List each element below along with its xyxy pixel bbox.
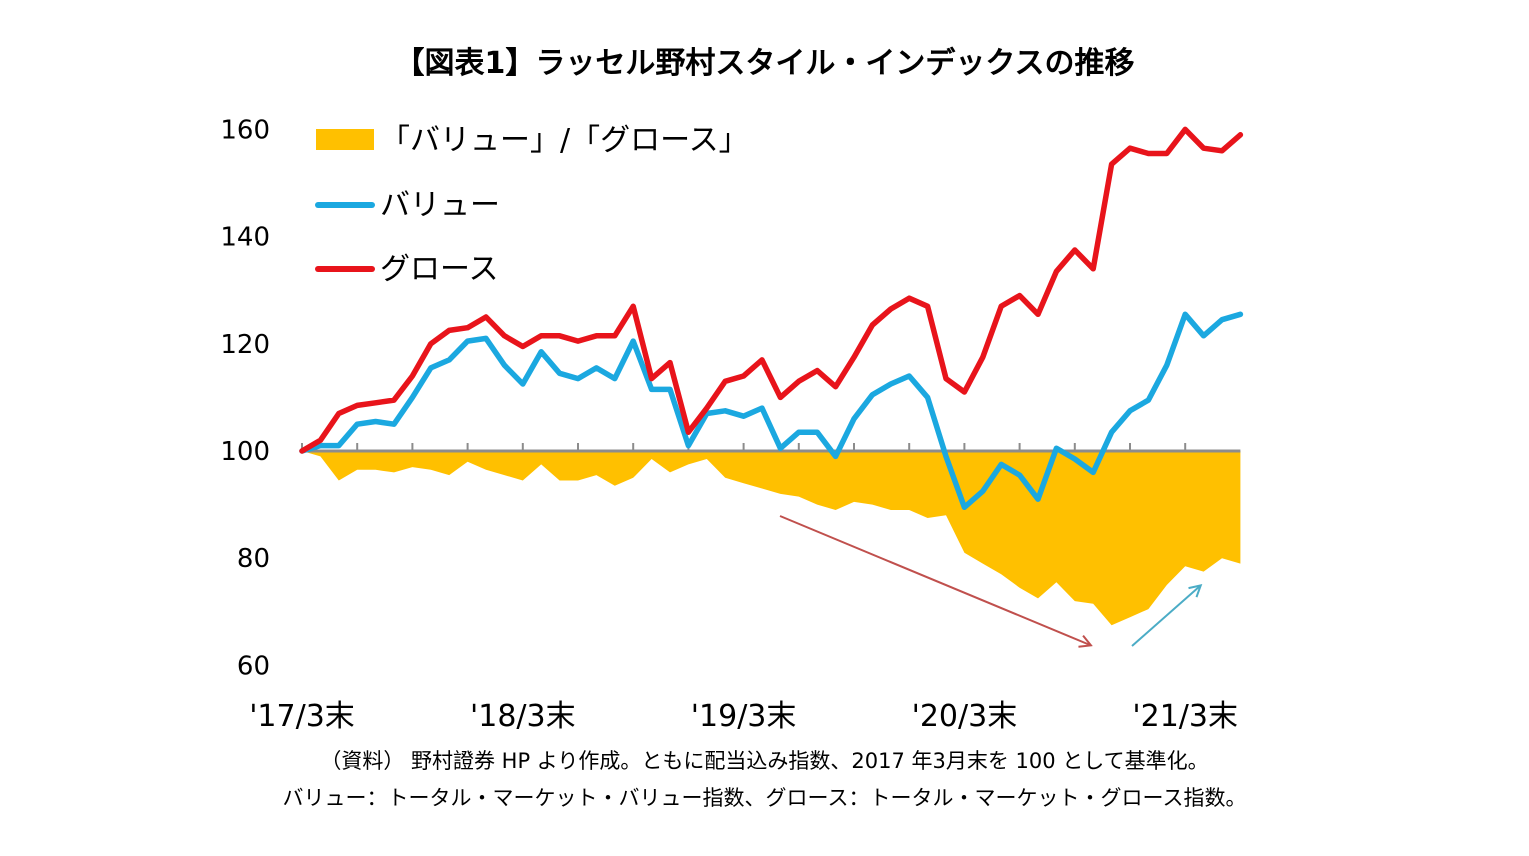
ratio-area-layer — [302, 451, 1241, 626]
chart-title: 【図表1】ラッセル野村スタイル・インデックスの推移 — [394, 46, 1135, 81]
lines-layer — [299, 126, 1244, 511]
legend-label-growth: グロース — [380, 252, 499, 287]
downtrend-arrow — [779, 515, 1090, 645]
source-note: （資料） 野村證券 HP より作成。ともに配当込み指数、2017 年3月末を 1… — [320, 749, 1209, 773]
x-tick-label: '20/3末 — [912, 699, 1018, 734]
x-tick-label: '21/3末 — [1132, 699, 1238, 734]
y-tick-label: 140 — [220, 223, 270, 253]
y-axis-ticks: 60 80 100 120 140 160 — [220, 115, 270, 681]
legend-label-ratio: 「バリュー」/「グロース」 — [380, 123, 749, 158]
y-tick-label: 100 — [220, 437, 270, 467]
series-area-ratio — [302, 451, 1241, 626]
definition-note: バリュー：トータル・マーケット・バリュー指数、グロース：トータル・マーケット・グ… — [282, 786, 1247, 810]
legend-label-value: バリュー — [380, 188, 500, 223]
y-tick-label: 120 — [220, 330, 270, 360]
y-tick-label: 80 — [237, 544, 270, 574]
series-line-growth — [299, 126, 1244, 454]
x-axis-layer — [301, 443, 1241, 453]
legend-swatch-ratio — [316, 129, 374, 150]
y-tick-label: 60 — [237, 651, 270, 681]
uptrend-arrow — [1131, 586, 1200, 647]
x-tick-label: '18/3末 — [470, 699, 576, 734]
trend-arrows — [779, 515, 1200, 647]
x-tick-label: '19/3末 — [691, 699, 797, 734]
series-line-value — [299, 311, 1244, 511]
x-axis-ticks: '17/3末 '18/3末 '19/3末 '20/3末 '21/3末 — [249, 699, 1238, 734]
y-tick-label: 160 — [220, 115, 270, 145]
x-tick-label: '17/3末 — [249, 699, 355, 734]
